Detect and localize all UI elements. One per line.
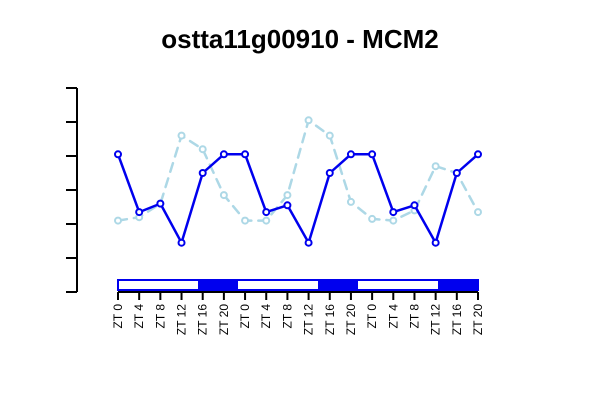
x-tick-label-1: ZT 4 [132, 304, 146, 329]
series-0-point-12 [368, 150, 377, 159]
bar-segment-10 [318, 280, 338, 290]
bar-segment-6 [238, 280, 258, 290]
bar-segment-1 [138, 280, 158, 290]
series-layer [114, 116, 482, 247]
x-tick-label-16: ZT 16 [450, 304, 464, 335]
series-0-point-15 [431, 238, 440, 247]
series-1-point-5 [219, 191, 228, 200]
bar-segment-2 [158, 280, 178, 290]
bar-segment-15 [418, 280, 438, 290]
x-tick-label-11: ZT 20 [344, 304, 358, 335]
series-1-point-11 [346, 197, 355, 206]
bar-segment-11 [338, 280, 358, 290]
series-1-point-10 [325, 131, 334, 140]
x-tick-label-3: ZT 12 [175, 304, 189, 335]
y-axis [66, 87, 78, 293]
bar-segment-12 [358, 280, 378, 290]
series-0-point-14 [410, 201, 419, 210]
bar-segment-7 [258, 280, 278, 290]
series-1-point-4 [198, 145, 207, 154]
bar-segment-5 [218, 280, 238, 290]
x-tick-label-15: ZT 12 [429, 304, 443, 335]
series-0-point-13 [389, 208, 398, 217]
series-1-point-0 [114, 216, 122, 225]
series-0-point-0 [114, 150, 122, 159]
series-0-point-6 [241, 150, 250, 159]
series-1-point-17 [474, 208, 482, 217]
x-axis: ZT 0 ZT 4 ZT 8 ZT 12 ZT 16 ZT 20 ZT 0 ZT 4 ZT 8 Z… [111, 291, 485, 335]
series-0-point-9 [304, 238, 313, 247]
series-0-point-11 [346, 150, 355, 159]
series-0-point-7 [262, 208, 271, 217]
x-tick-label-8: ZT 8 [280, 304, 294, 329]
bar-segment-14 [398, 280, 418, 290]
x-tick-label-10: ZT 16 [323, 304, 337, 335]
bar-segment-4 [198, 280, 218, 290]
series-0-point-8 [283, 201, 292, 210]
bar-segment-0 [118, 280, 138, 290]
x-tick-label-6: ZT 0 [238, 304, 252, 329]
bar-segment-9 [298, 280, 318, 290]
day-night-bar [117, 279, 479, 291]
bar-segment-17 [458, 280, 478, 290]
bar-segment-16 [438, 280, 458, 290]
series-1-point-8 [283, 191, 292, 200]
series-1-point-9 [304, 116, 313, 125]
series-0-point-5 [219, 150, 228, 159]
series-1-point-12 [368, 214, 377, 223]
chart-title: ostta11g00910 - MCM2 [161, 24, 439, 54]
series-0-point-3 [177, 238, 186, 247]
series-1-point-7 [262, 216, 271, 225]
x-tick-label-14: ZT 8 [407, 304, 421, 329]
x-tick-label-9: ZT 12 [302, 304, 316, 335]
x-tick-label-0: ZT 0 [111, 304, 125, 329]
bar-segment-8 [278, 280, 298, 290]
x-tick-label-5: ZT 20 [217, 304, 231, 335]
series-1-point-6 [241, 216, 250, 225]
bar-segment-13 [378, 280, 398, 290]
series-1-point-13 [389, 216, 398, 225]
series-1-line [116, 119, 480, 222]
x-tick-label-17: ZT 20 [471, 304, 485, 335]
series-0-point-16 [452, 169, 461, 177]
series-0-point-4 [198, 169, 207, 177]
bar-outline [117, 279, 479, 291]
series-0-point-17 [474, 150, 482, 159]
series-0-point-10 [325, 169, 334, 177]
bar-segment-3 [178, 280, 198, 290]
x-tick-label-7: ZT 4 [259, 304, 273, 329]
x-tick-label-13: ZT 4 [386, 304, 400, 329]
series-0 [114, 150, 482, 247]
series-0-point-2 [156, 199, 165, 208]
x-tick-label-2: ZT 8 [153, 304, 167, 329]
series-1-point-3 [177, 131, 186, 140]
x-tick-label-12: ZT 0 [365, 304, 379, 329]
x-tick-label-4: ZT 16 [196, 304, 210, 335]
series-1-point-15 [431, 162, 440, 171]
series-0-point-1 [135, 208, 144, 217]
series-1 [114, 116, 482, 225]
series-0-line [116, 153, 480, 244]
